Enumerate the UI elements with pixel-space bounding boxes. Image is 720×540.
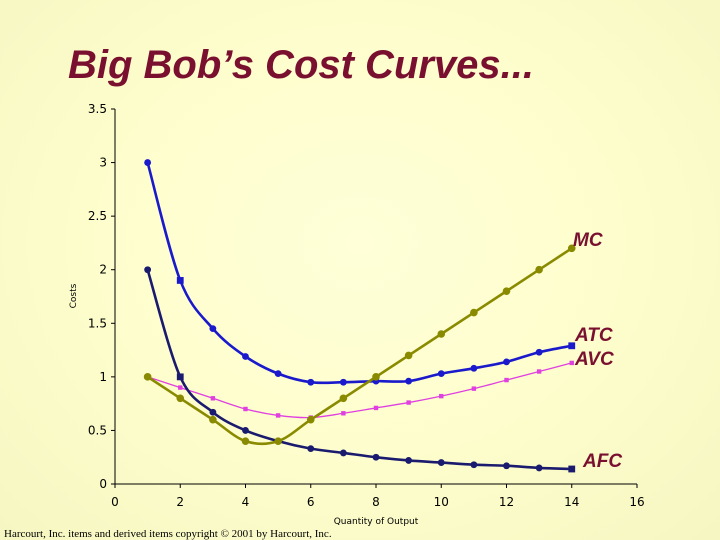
x-tick-label: 8	[372, 495, 380, 509]
atc-point	[568, 342, 576, 350]
y-tick-label: 2.5	[88, 209, 107, 223]
avc-point	[439, 393, 444, 399]
atc-point	[503, 358, 510, 366]
atc-point	[437, 370, 445, 378]
atc-point	[405, 377, 413, 385]
x-axis-label: Quantity of Output	[334, 517, 419, 527]
x-tick-label: 14	[564, 495, 579, 509]
afc-point	[144, 266, 152, 274]
afc-line	[146, 269, 572, 471]
atc-point	[144, 159, 152, 166]
copyright-notice: Harcourt, Inc. items and derived items c…	[4, 528, 332, 540]
atc-point	[209, 325, 217, 333]
y-tick-label: 2	[99, 263, 107, 277]
avc-point	[536, 369, 542, 374]
series-atc	[144, 159, 576, 386]
avc-point	[373, 405, 379, 411]
mc-point	[372, 373, 380, 381]
avc-point	[210, 396, 216, 401]
mc-point	[470, 308, 478, 317]
x-tick-label: 10	[434, 495, 449, 509]
mc-point	[339, 394, 348, 403]
avc-point	[275, 413, 281, 418]
mc-point	[176, 394, 185, 403]
mc-point	[274, 437, 282, 445]
series-mc	[143, 244, 576, 446]
atc-line	[146, 162, 573, 385]
y-ticks: 0 0.5 1 1.5 2 2.5 3 3.5	[88, 102, 115, 491]
series-layer	[143, 159, 576, 473]
afc-point	[242, 427, 249, 434]
avc-point	[504, 377, 509, 383]
mc-point	[306, 415, 315, 424]
afc-point	[176, 373, 184, 381]
afc-point	[307, 445, 315, 453]
afc-point	[372, 453, 380, 461]
series-label-mc: MC	[573, 230, 603, 251]
mc-point	[143, 373, 152, 381]
y-tick-label: 3	[99, 156, 107, 170]
series-afc	[144, 266, 576, 473]
afc-point	[503, 462, 510, 470]
afc-point	[568, 465, 576, 473]
x-tick-label: 16	[629, 495, 644, 509]
atc-point	[307, 378, 315, 386]
y-tick-label: 0.5	[88, 423, 107, 437]
series-label-avc: AVC	[574, 349, 614, 370]
mc-point	[437, 330, 446, 338]
avc-point	[341, 411, 346, 416]
avc-point	[471, 386, 477, 391]
x-ticks: 0 2 4 6 8 10 12 14 16	[111, 484, 645, 509]
atc-point	[242, 353, 249, 360]
afc-point	[209, 408, 217, 416]
series-label-afc: AFC	[582, 451, 622, 472]
avc-line	[147, 362, 572, 419]
mc-point	[535, 265, 543, 274]
afc-point	[405, 457, 413, 464]
y-tick-label: 0	[99, 477, 107, 491]
axes	[114, 109, 637, 485]
mc-point	[209, 415, 217, 424]
chart-title: Big Bob’s Cost Curves...	[68, 43, 534, 87]
avc-point	[406, 400, 411, 405]
x-tick-label: 2	[176, 495, 184, 509]
afc-point	[437, 459, 445, 466]
y-axis-label: Costs	[69, 283, 79, 308]
y-tick-label: 3.5	[88, 102, 107, 116]
atc-point	[535, 348, 543, 356]
y-tick-label: 1.5	[88, 316, 107, 330]
afc-point	[470, 461, 478, 469]
avc-point	[178, 385, 183, 390]
atc-point	[176, 277, 184, 284]
afc-point	[339, 449, 347, 457]
mc-point	[404, 351, 413, 360]
x-tick-label: 12	[499, 495, 514, 509]
mc-point	[567, 244, 576, 253]
avc-point	[243, 406, 248, 412]
afc-point	[535, 464, 543, 472]
mc-point	[241, 437, 250, 445]
avc-point	[569, 360, 574, 366]
atc-point	[274, 370, 282, 378]
y-tick-label: 1	[99, 370, 107, 384]
x-tick-label: 0	[111, 495, 119, 509]
mc-point	[502, 287, 511, 295]
x-tick-label: 4	[242, 495, 250, 509]
atc-point	[470, 364, 478, 372]
x-tick-label: 6	[307, 495, 315, 509]
atc-point	[339, 378, 347, 386]
series-label-atc: ATC	[574, 325, 613, 346]
